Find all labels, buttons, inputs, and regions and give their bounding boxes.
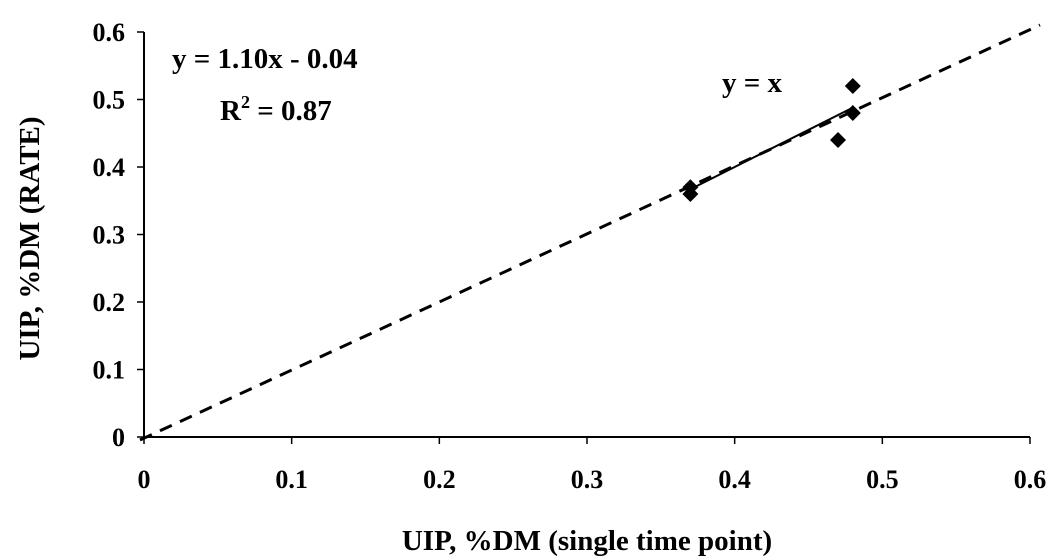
r-squared-prefix: R bbox=[220, 95, 242, 127]
y-tick-label: 0.2 bbox=[93, 288, 126, 317]
x-tick-label: 0.2 bbox=[423, 465, 456, 494]
x-tick-label: 0.1 bbox=[275, 465, 308, 494]
regression-equation-label: y = 1.10x - 0.04 bbox=[172, 43, 358, 75]
y-axis-title: UIP, %DM (RATE) bbox=[14, 116, 46, 360]
y-tick-label: 0.4 bbox=[93, 153, 126, 182]
x-tick-label: 0.3 bbox=[571, 465, 604, 494]
tick-labels: 0 0.1 0.2 0.3 0.4 0.5 0.6 0 0.1 0.2 0.3 0.4 0.5 0.6 bbox=[93, 18, 1047, 494]
y-tick-label: 0.3 bbox=[93, 221, 126, 250]
identity-line bbox=[139, 23, 1041, 442]
y-tick-label: 0.1 bbox=[93, 356, 126, 385]
data-point bbox=[844, 78, 861, 94]
y-tick-label: 0 bbox=[112, 423, 125, 452]
data-point bbox=[844, 105, 861, 121]
regression-line bbox=[689, 106, 854, 191]
r-squared-label: R2 = 0.87 bbox=[220, 92, 332, 127]
r-squared-value: = 0.87 bbox=[250, 95, 332, 127]
x-tick-label: 0 bbox=[138, 465, 151, 494]
y-tick-label: 0.5 bbox=[93, 86, 126, 115]
x-tick-label: 0.6 bbox=[1014, 465, 1047, 494]
x-tick-label: 0.5 bbox=[866, 465, 899, 494]
x-axis-title: UIP, %DM (single time point) bbox=[402, 525, 772, 557]
data-point bbox=[830, 132, 847, 148]
data-point bbox=[682, 186, 699, 202]
identity-line-label: y = x bbox=[722, 67, 783, 99]
r-squared-superscript: 2 bbox=[241, 92, 250, 112]
chart-lines bbox=[139, 23, 1041, 442]
y-tick-label: 0.6 bbox=[93, 18, 126, 47]
tick-marks bbox=[137, 31, 1031, 444]
x-tick-label: 0.4 bbox=[718, 465, 751, 494]
data-points bbox=[682, 78, 861, 202]
